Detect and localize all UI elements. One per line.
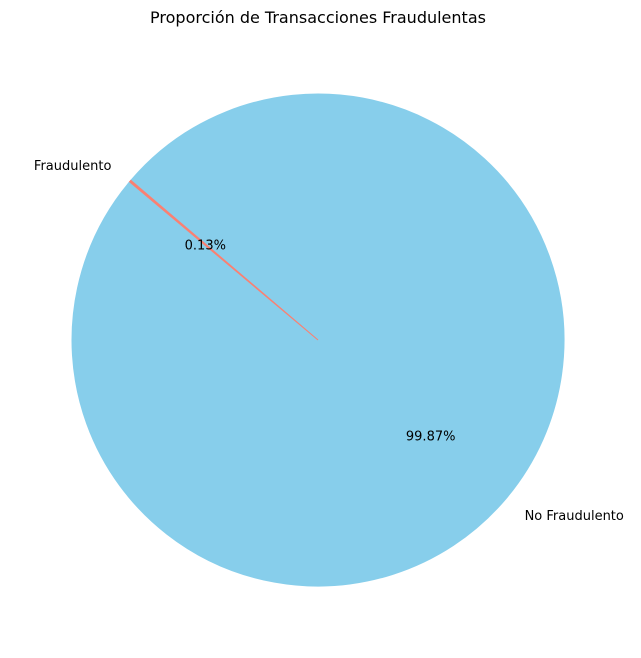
pie-slice-fraudulento: [128, 179, 319, 341]
category-label-no-fraudulento: No Fraudulento: [525, 509, 624, 524]
pct-label-fraudulento: 0.13%: [185, 239, 226, 254]
chart-title: Proporción de Transacciones Fraudulentas: [150, 8, 486, 27]
pie-labels: 99.87% No Fraudulento 0.13% Fraudulento: [34, 159, 624, 524]
pie-slices: [71, 93, 565, 587]
pie-slice-no-fraudulento: [71, 93, 565, 587]
pct-label-no-fraudulento: 99.87%: [406, 429, 456, 444]
category-label-fraudulento: Fraudulento: [34, 159, 112, 174]
